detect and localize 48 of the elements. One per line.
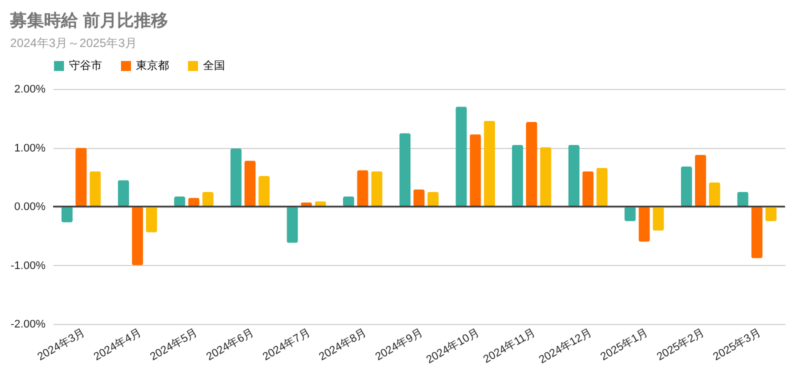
- x-tick-label: 2024年8月: [317, 326, 369, 364]
- legend-label: 守谷市: [69, 59, 102, 72]
- x-tick-label: 2024年5月: [148, 326, 200, 364]
- legend-label: 東京都: [136, 59, 169, 72]
- x-tick-label: 2025年2月: [654, 326, 707, 364]
- y-tick-label: -1.00%: [10, 260, 46, 272]
- bar: [638, 206, 650, 242]
- x-tick-label: 2025年1月: [598, 326, 650, 364]
- bar: [694, 154, 706, 206]
- x-tick-label: 2024年12月: [537, 326, 594, 366]
- y-tick-label: 1.00%: [14, 142, 46, 154]
- bar: [118, 180, 130, 206]
- bar: [399, 133, 411, 206]
- bar: [413, 189, 425, 206]
- x-tick-label: 2024年7月: [260, 326, 312, 364]
- x-tick-label: 2024年9月: [373, 326, 425, 364]
- bar: [146, 206, 158, 232]
- bar: [132, 206, 144, 266]
- x-tick-label: 2024年4月: [92, 326, 144, 364]
- bar: [680, 166, 692, 206]
- x-tick-label: 2024年10月: [424, 326, 482, 366]
- x-tick-label: 2024年6月: [204, 326, 256, 364]
- chart-title: 募集時給 前月比推移: [9, 11, 168, 30]
- bar: [456, 106, 467, 206]
- y-tick-label: 2.00%: [14, 84, 46, 96]
- bar: [371, 171, 382, 206]
- bar: [470, 134, 481, 206]
- bar: [568, 144, 580, 206]
- bar: [751, 206, 762, 258]
- bar: [357, 170, 368, 206]
- y-tick-label: 0.00%: [14, 201, 46, 213]
- chart-subtitle: 2024年3月～2025年3月: [10, 36, 137, 50]
- bar: [230, 148, 242, 206]
- bar: [540, 147, 552, 206]
- x-tick-label: 2024年11月: [481, 326, 538, 366]
- bar: [484, 120, 496, 206]
- bar: [244, 160, 256, 206]
- bar: [526, 122, 538, 206]
- bar: [258, 176, 270, 206]
- legend-label: 全国: [203, 60, 225, 72]
- bar: [596, 168, 608, 206]
- bar: [90, 171, 101, 206]
- bar: [708, 182, 720, 206]
- bar: [512, 144, 524, 206]
- bar: [427, 192, 439, 206]
- bar: [76, 148, 87, 206]
- x-tick-label: 2025年3月: [711, 326, 763, 364]
- bar: [582, 171, 594, 206]
